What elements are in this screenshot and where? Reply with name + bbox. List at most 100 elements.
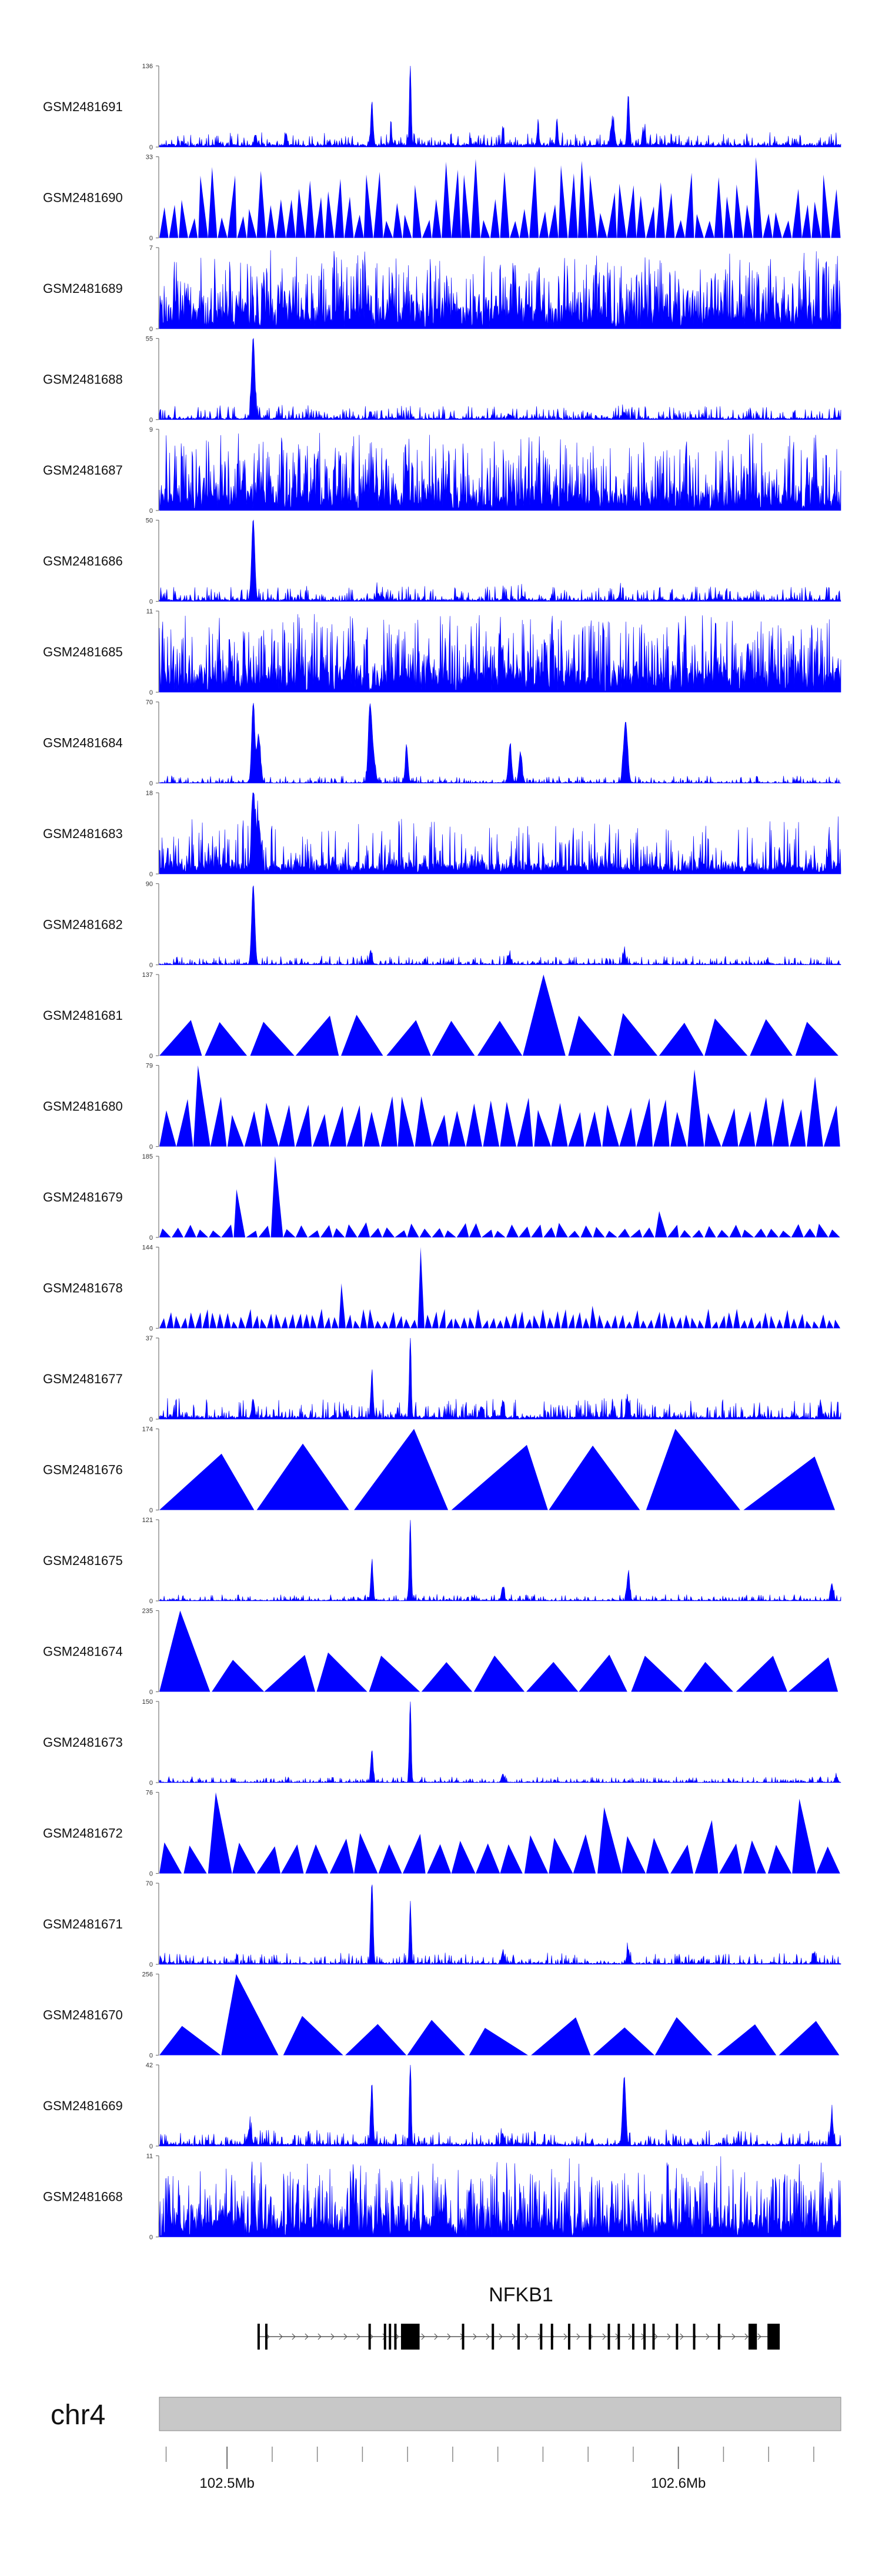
coverage-triangle [451,1444,548,1510]
y-max-label: 55 [146,336,153,343]
y-zero-label: 0 [149,1780,153,1787]
coverage-triangle [184,1224,196,1237]
coverage-triangle [475,1309,482,1329]
coverage-triangle [597,212,607,238]
coverage-triangle [816,1223,828,1237]
coverage-triangle [159,1228,171,1237]
gene-exon [567,2324,570,2350]
coverage-triangle [622,1836,646,1874]
gene-exon [550,2324,553,2350]
gene-exon [257,2324,260,2350]
gene-exon [607,2324,610,2350]
coverage-triangle [761,1312,769,1329]
coverage-triangle [626,1321,633,1329]
coverage-triangle [656,182,665,238]
coverage-triangle [667,1224,679,1237]
y-zero-label: 0 [149,689,153,696]
coverage-triangle [518,1311,525,1329]
gene-exon [676,2324,679,2350]
coverage-triangle [743,204,753,238]
coverage-triangle [525,1319,533,1329]
coverage-triangle [662,1312,669,1329]
coverage-triangle [587,175,597,238]
coverage-triangle [380,1096,397,1147]
coverage-triangle [646,1837,669,1874]
coverage-triangle [476,1843,500,1874]
coverage-triangle [680,1230,691,1237]
coverage-triangle [432,1020,475,1056]
coverage-area [159,1884,841,1965]
coverage-triangle [205,1022,248,1056]
coverage-triangle [453,1318,460,1329]
coverage-triangle [315,197,325,238]
coverage-triangle [232,1843,256,1874]
coverage-triangle [792,189,802,238]
coverage-triangle [482,1320,489,1329]
coverage-triangle [779,2021,840,2056]
strand-arrow [318,2333,322,2340]
y-zero-label: 0 [149,2234,153,2241]
coverage-area [159,792,841,875]
y-zero-label: 0 [149,1507,153,1514]
coverage-triangle [676,1317,683,1329]
y-zero-label: 0 [149,962,153,969]
coverage-triangle [769,1316,776,1329]
y-zero-label: 0 [149,144,153,151]
coverage-triangle [534,1110,551,1147]
coverage-triangle [256,171,266,238]
track-label: GSM2481688 [43,372,123,387]
strand-arrow [279,2333,283,2340]
gene-exon [617,2324,620,2350]
track-label: GSM2481689 [43,281,123,296]
coverage-triangle [503,1316,511,1329]
coverage-triangle [733,184,743,238]
coverage-triangle [590,1306,597,1329]
coverage-triangle [419,1229,432,1237]
coverage-triangle [631,1656,683,1692]
coverage-area [159,2156,841,2237]
y-max-label: 18 [146,790,153,797]
track-label: GSM2481670 [43,2008,123,2023]
coverage-triangle [469,2027,529,2056]
coverage-triangle [172,1227,183,1237]
track-GSM2481672: GSM2481672 76 0 [43,1790,840,1878]
coverage-triangle [633,1310,640,1329]
coverage-triangle [665,192,675,238]
track-GSM2481688: GSM2481688 55 0 [43,336,841,424]
coverage-triangle [743,1456,836,1510]
y-zero-label: 0 [149,326,153,333]
y-zero-label: 0 [149,1144,153,1151]
coverage-triangle [208,1792,232,1874]
coverage-triangle [773,212,782,238]
gene-exon [589,2324,592,2350]
coverage-triangle [831,189,841,238]
track-label: GSM2481671 [43,1917,123,1931]
track-GSM2481682: GSM2481682 90 0 [43,881,841,969]
coverage-triangle [704,221,714,238]
coverage-triangle [816,1846,840,1874]
coverage-triangle [402,1834,426,1874]
coverage-area [159,1701,841,1783]
coverage-triangle [295,188,306,238]
coverage-triangle [331,1317,339,1329]
coverage-triangle [274,1314,281,1329]
gene-track: NFKB1 [257,2284,780,2350]
coverage-triangle [496,1320,504,1329]
coverage-triangle [383,221,393,238]
coverage-triangle [669,1316,676,1329]
coverage-triangle [611,1315,618,1329]
strand-arrow [473,2333,477,2340]
coverage-triangle [280,1844,304,1874]
coverage-triangle [329,1838,354,1874]
coverage-triangle [354,215,364,238]
coverage-triangle [617,183,627,238]
coverage-triangle [740,1320,748,1329]
coverage-triangle [717,2024,777,2056]
coverage-triangle [422,219,432,238]
track-label: GSM2481673 [43,1735,123,1750]
coverage-triangle [704,1018,748,1056]
coverage-triangle [811,201,821,238]
strand-arrow [499,2333,503,2340]
track-label: GSM2481675 [43,1553,123,1568]
coverage-triangle [208,166,218,238]
